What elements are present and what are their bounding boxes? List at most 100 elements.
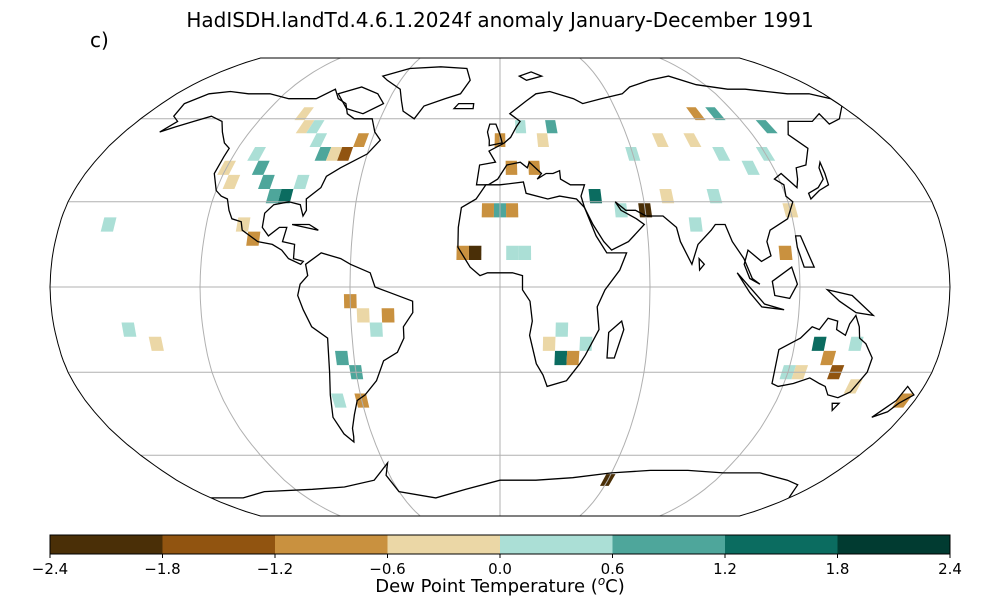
coastline-cuba [291, 223, 319, 231]
anomaly-grid [100, 107, 914, 486]
anomaly-cell [148, 336, 164, 351]
colorbar-label: Dew Point Temperature (oC) [0, 574, 1000, 597]
anomaly-cell [468, 245, 482, 260]
anomaly-cell [258, 174, 275, 189]
colorbar-swatch [612, 535, 726, 554]
anomaly-cell [588, 189, 603, 204]
coastline-british-isles [486, 123, 504, 147]
anomaly-cell [356, 308, 370, 323]
colorbar-swatch [837, 535, 951, 554]
anomaly-cell [506, 245, 519, 260]
coastline-australia [771, 313, 873, 399]
anomaly-cell [277, 189, 294, 204]
anomaly-cell [706, 189, 723, 204]
colorbar-tick-label: −1.8 [144, 560, 180, 578]
colorbar-tick-label: −1.2 [257, 560, 293, 578]
colorbar-tick-label: 2.4 [938, 560, 962, 578]
colorbar-tick-label: 0.0 [488, 560, 512, 578]
coastline-tasmania [831, 402, 841, 413]
anomaly-cell [265, 189, 282, 204]
coastline-eurasia [475, 75, 843, 285]
colorbar-label-unit-sup: o [597, 574, 606, 588]
colorbar-label-suffix: C) [605, 576, 625, 597]
anomaly-cell [325, 147, 343, 161]
coastline-sumatra-java [736, 272, 785, 311]
anomaly-cell [306, 120, 325, 134]
meridian-line [349, 58, 421, 516]
colorbar-swatch [500, 535, 613, 554]
coastline-madagascar [606, 319, 625, 359]
map-panel [49, 57, 951, 517]
anomaly-cell [506, 203, 519, 218]
anomaly-cell [554, 350, 568, 366]
anomaly-cell [811, 336, 827, 351]
colorbar-tick-label: 0.6 [601, 560, 625, 578]
anomaly-cell [741, 160, 760, 175]
anomaly-cell [755, 120, 778, 134]
coastline-greenland [381, 66, 471, 120]
anomaly-cell [381, 308, 395, 323]
anomaly-cell [848, 336, 864, 351]
anomaly-cell [536, 133, 549, 147]
colorbar-tick-label: 1.2 [713, 560, 737, 578]
anomaly-cell [820, 350, 837, 366]
anomaly-cell [314, 147, 332, 161]
graticule [50, 58, 950, 516]
coastline-new-guinea [825, 288, 876, 317]
coastline-baffin [337, 86, 385, 115]
anomaly-cell [100, 217, 117, 232]
anomaly-cell [542, 336, 556, 351]
coastline-borneo [771, 266, 799, 300]
anomaly-cell [705, 107, 726, 121]
meridian-line [579, 58, 651, 516]
anomaly-cell [545, 120, 558, 134]
coastline-svalbard [517, 71, 544, 81]
anomaly-cell [247, 147, 266, 161]
colorbar-swatch [275, 535, 388, 554]
anomaly-cell [335, 350, 349, 366]
anomaly-cell [251, 160, 270, 175]
anomaly-cell [688, 217, 703, 232]
colorbar-tick-label: 1.8 [826, 560, 850, 578]
anomaly-cell [778, 245, 793, 260]
map-title: HadISDH.landTd.4.6.1.2024f anomaly Janua… [186, 8, 814, 32]
anomaly-cell [651, 133, 669, 147]
colorbar-swatch [725, 535, 838, 554]
coastline-south-america [297, 252, 414, 444]
anomaly-cell [566, 350, 580, 366]
colorbar-tick-label: −2.4 [32, 560, 68, 578]
anomaly-cell [369, 322, 383, 337]
colorbar-swatch [162, 535, 276, 554]
anomaly-cell [518, 245, 532, 260]
anomaly-cell [121, 322, 137, 337]
coastline-japan [807, 159, 830, 201]
anomaly-cell [712, 147, 731, 161]
panel-label: c) [90, 28, 109, 52]
anomaly-cell [683, 133, 702, 147]
coastline-antarctica [211, 460, 799, 499]
anomaly-cell [353, 133, 369, 147]
meridian-line [659, 58, 801, 516]
map-boundary [49, 57, 951, 517]
colorbar-swatch [50, 535, 163, 554]
anomaly-cell [294, 107, 314, 121]
anomaly-cell [309, 133, 328, 147]
colorbar-tick-label: −0.6 [369, 560, 405, 578]
anomaly-cell [659, 189, 675, 204]
anomaly-cell [337, 147, 354, 161]
coastline-africa [457, 181, 628, 388]
anomaly-cell [515, 120, 527, 134]
coastlines [159, 66, 915, 499]
colorbar-swatch [387, 535, 501, 554]
coastline-north-america [159, 88, 382, 266]
anomaly-cell [481, 203, 494, 218]
anomaly-cell [295, 120, 315, 134]
coastline-philippines [794, 235, 816, 268]
coastline-iceland [452, 102, 475, 110]
anomaly-cell [555, 322, 569, 337]
anomaly-cell [331, 393, 347, 408]
coastline-sri-lanka [698, 256, 706, 272]
coastline-new-zealand [871, 385, 915, 418]
meridian-line [199, 58, 341, 516]
